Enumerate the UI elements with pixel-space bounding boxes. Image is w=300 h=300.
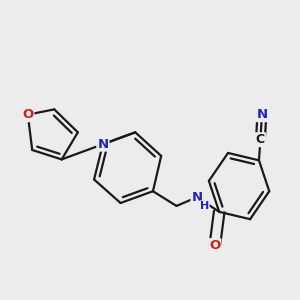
Text: N: N: [97, 138, 109, 151]
Text: N: N: [256, 108, 268, 121]
Text: O: O: [22, 108, 33, 121]
Text: N: N: [191, 190, 203, 204]
Text: C: C: [256, 133, 265, 146]
Text: O: O: [209, 239, 220, 252]
Text: H: H: [200, 201, 209, 211]
